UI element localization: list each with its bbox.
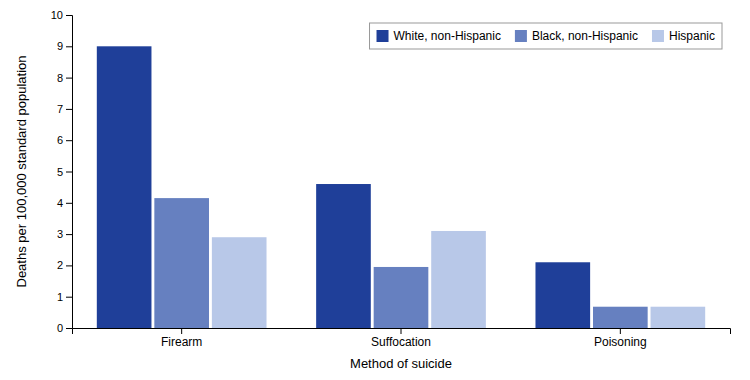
x-axis-line (73, 329, 731, 335)
y-tick-mark (66, 172, 72, 173)
y-tick: 8 (57, 72, 72, 84)
legend-item: Hispanic (652, 29, 715, 43)
x-tick-label: Poisoning (594, 335, 647, 349)
legend-label: Black, non-Hispanic (532, 29, 638, 43)
y-tick-mark (66, 46, 72, 47)
y-tick-mark (66, 109, 72, 110)
y-tick-label: 2 (57, 259, 63, 271)
y-tick-mark (66, 140, 72, 141)
y-tick-mark (66, 328, 72, 329)
y-axis: 0 1 2 3 4 5 6 7 8 9 10 (51, 9, 73, 334)
y-tick-mark (66, 15, 72, 16)
y-tick: 7 (57, 103, 72, 115)
legend-label: White, non-Hispanic (394, 29, 501, 43)
y-tick: 1 (57, 291, 72, 303)
y-tick-mark (66, 297, 72, 298)
bar (535, 262, 590, 328)
x-tick: Firearm (161, 328, 202, 349)
y-tick: 2 (57, 259, 72, 271)
bar (212, 237, 267, 328)
x-tick-mark (181, 328, 182, 334)
legend-swatch (377, 30, 389, 42)
legend-item: White, non-Hispanic (377, 29, 501, 43)
bar (374, 267, 429, 328)
y-tick: 6 (57, 134, 72, 146)
y-tick: 3 (57, 228, 72, 240)
y-tick-label: 0 (57, 322, 63, 334)
bar (154, 198, 209, 328)
chart-svg: 0 1 2 3 4 5 6 7 8 9 10 Firearm Suffocation Poisoning M… (0, 0, 750, 380)
bar (431, 231, 486, 328)
y-tick-mark (66, 78, 72, 79)
bars (97, 46, 705, 328)
bar-series (97, 46, 590, 328)
y-tick-label: 10 (51, 9, 63, 21)
y-tick: 9 (57, 40, 72, 52)
x-tick-mark (620, 328, 621, 334)
x-tick-mark (401, 328, 402, 334)
legend-swatch (652, 30, 664, 42)
y-tick-mark (66, 265, 72, 266)
y-tick-mark (66, 203, 72, 204)
y-tick-label: 3 (57, 228, 63, 240)
legend-box (370, 23, 722, 49)
y-tick-label: 6 (57, 134, 63, 146)
y-tick: 5 (57, 166, 72, 178)
bar (651, 307, 706, 328)
x-tick-label: Firearm (161, 335, 202, 349)
bar-series (212, 231, 705, 328)
x-tick: Suffocation (371, 328, 431, 349)
y-tick: 4 (57, 197, 72, 209)
x-tick-label: Suffocation (371, 335, 431, 349)
y-tick: 0 (57, 322, 72, 334)
y-tick-label: 1 (57, 291, 63, 303)
y-axis-title: Deaths per 100,000 standard population (14, 55, 29, 287)
bar (316, 184, 371, 328)
y-tick-label: 8 (57, 72, 63, 84)
x-axis: Firearm Suffocation Poisoning (73, 328, 731, 349)
y-axis-line (66, 16, 73, 329)
y-tick-label: 4 (57, 197, 63, 209)
x-tick: Poisoning (594, 328, 647, 349)
legend-item: Black, non-Hispanic (515, 29, 638, 43)
y-tick-label: 5 (57, 166, 63, 178)
y-tick: 10 (51, 9, 72, 21)
y-tick-label: 9 (57, 40, 63, 52)
x-axis-title: Method of suicide (350, 356, 452, 371)
legend-label: Hispanic (669, 29, 715, 43)
y-tick-mark (66, 234, 72, 235)
bar (97, 46, 152, 328)
legend-swatch (515, 30, 527, 42)
legend: White, non-Hispanic Black, non-Hispanic Hi… (370, 23, 722, 49)
plot-area: 0 1 2 3 4 5 6 7 8 9 10 Firearm Suffocation Poisoning M… (14, 9, 731, 371)
bar (593, 307, 648, 328)
bar-series (154, 198, 647, 328)
y-tick-label: 7 (57, 103, 63, 115)
